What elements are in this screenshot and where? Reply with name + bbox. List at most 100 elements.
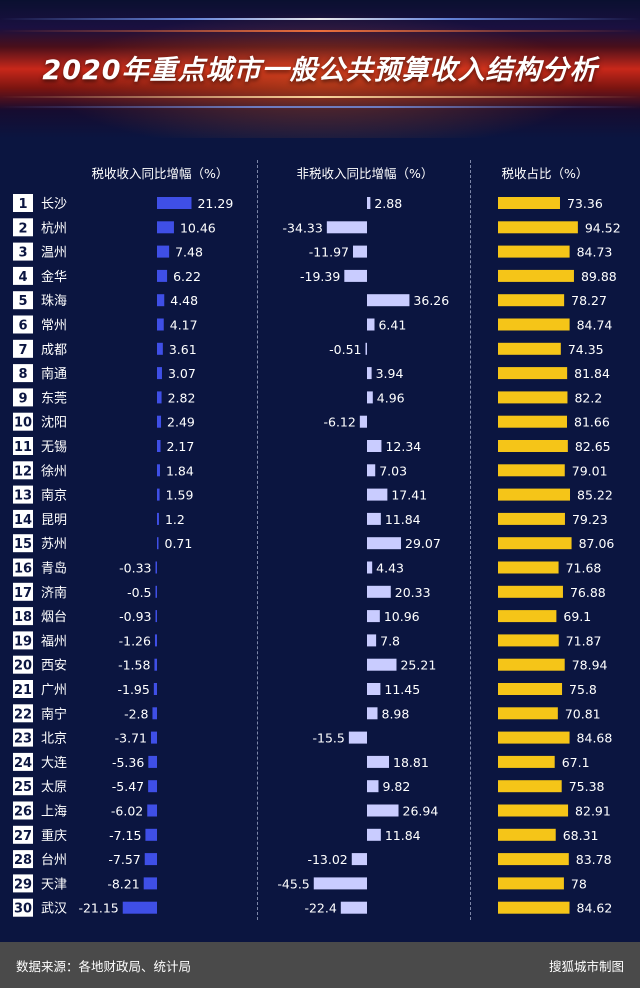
nontax-growth-bar [367, 367, 372, 380]
nontax-growth-bar [352, 245, 367, 258]
nontax-growth-bar [367, 634, 377, 647]
tax-share-bar [498, 585, 563, 598]
city-label: 珠海 [41, 294, 67, 309]
rank-badge [13, 898, 33, 917]
city-label: 金华 [41, 269, 67, 285]
tax-growth-label: 10.46 [180, 220, 216, 235]
nontax-growth-label: -0.51 [329, 342, 361, 357]
tax-share-label: 84.62 [577, 901, 613, 916]
tax-growth-bar [157, 269, 168, 282]
tax-share-bar [498, 318, 570, 331]
city-label: 南宁 [41, 706, 67, 722]
tax-growth-label: -6.02 [111, 804, 143, 819]
nontax-growth-label: -11.97 [309, 245, 349, 260]
nontax-growth-label: 17.41 [391, 488, 427, 503]
tax-share-bar [498, 634, 559, 647]
tax-share-label: 84.73 [577, 245, 613, 260]
city-label: 无锡 [41, 440, 67, 455]
city-label: 北京 [41, 732, 67, 747]
rank-number: 16 [14, 562, 32, 577]
tax-share-bar [498, 901, 570, 914]
tax-growth-bar [157, 221, 174, 234]
tax-share-bar [498, 610, 557, 623]
city-label: 太原 [41, 780, 67, 795]
rank-badge [13, 266, 33, 285]
tax-growth-label: 1.2 [165, 512, 185, 527]
tax-growth-bar [157, 488, 160, 501]
tax-growth-bar [157, 197, 192, 209]
tax-share-label: 78.94 [572, 658, 608, 673]
tax-share-bar [498, 512, 565, 525]
tax-growth-bar [150, 731, 157, 744]
tax-growth-bar [157, 415, 162, 428]
nontax-growth-bar [367, 610, 380, 623]
nontax-growth-label: -19.39 [300, 269, 340, 284]
rank-badge [13, 412, 33, 431]
tax-growth-label: -7.57 [108, 852, 140, 867]
rank-badge [13, 631, 33, 650]
nontax-growth-bar [367, 512, 381, 525]
rank-number: 23 [14, 732, 32, 747]
city-label: 南京 [41, 488, 67, 504]
tax-growth-bar [122, 901, 157, 914]
rank-badge [13, 461, 33, 480]
rank-number: 8 [18, 367, 27, 382]
nontax-growth-label: 4.43 [376, 561, 404, 576]
tax-share-label: 78.27 [571, 293, 607, 308]
tax-growth-bar [157, 537, 159, 550]
nontax-growth-bar [367, 537, 402, 550]
city-label: 昆明 [41, 513, 67, 528]
rank-number: 14 [14, 513, 32, 528]
nontax-growth-bar [367, 804, 399, 817]
tax-share-label: 79.01 [572, 463, 608, 478]
nontax-growth-bar [367, 561, 373, 574]
rank-badge [13, 315, 33, 334]
rank-badge [13, 582, 33, 601]
rank-number: 11 [14, 440, 32, 455]
tax-growth-label: 2.17 [167, 439, 195, 454]
tax-share-bar [498, 197, 560, 209]
rank-badge [13, 752, 33, 771]
rank-number: 4 [18, 270, 27, 285]
rank-badge [13, 485, 33, 504]
tax-growth-label: 3.61 [169, 342, 197, 357]
data-source: 数据来源：各地财政局、统计局 [16, 959, 192, 974]
tax-growth-header: 税收收入同比增幅（%） [91, 166, 229, 181]
tax-growth-bar [157, 440, 161, 452]
city-label: 广州 [41, 683, 67, 698]
rank-number: 3 [18, 246, 27, 261]
tax-share-bar [498, 658, 565, 671]
nontax-growth-bar [344, 269, 367, 282]
rank-number: 6 [18, 319, 27, 334]
nontax-growth-label: -22.4 [304, 901, 336, 916]
nontax-growth-bar [367, 585, 391, 598]
city-label: 杭州 [41, 221, 67, 236]
tax-growth-bar [157, 294, 165, 307]
rank-badge [13, 194, 33, 212]
nontax-growth-label: 36.26 [413, 293, 449, 308]
nontax-growth-bar [367, 755, 390, 768]
nontax-growth-label: 6.41 [378, 318, 406, 333]
rank-badge [13, 777, 33, 796]
city-label: 青岛 [41, 561, 67, 577]
rank-number: 2 [18, 221, 27, 236]
nontax-growth-bar [313, 877, 367, 890]
rank-badge [13, 534, 33, 553]
rank-number: 18 [14, 610, 32, 625]
tax-growth-bar [145, 828, 157, 841]
tax-share-bar [498, 342, 561, 355]
rank-number: 29 [14, 877, 32, 892]
nontax-growth-bar [365, 342, 367, 355]
tax-share-bar [498, 561, 559, 574]
tax-growth-label: -0.33 [119, 561, 151, 576]
rank-number: 22 [14, 707, 32, 722]
tax-share-bar [498, 731, 570, 744]
tax-share-label: 83.78 [576, 852, 612, 867]
city-label: 上海 [41, 805, 67, 820]
tax-share-label: 85.22 [577, 488, 613, 503]
tax-share-label: 84.74 [577, 318, 613, 333]
tax-growth-label: 1.59 [166, 488, 194, 503]
nontax-growth-label: -45.5 [277, 876, 309, 891]
nontax-growth-bar [351, 853, 367, 866]
tax-growth-bar [157, 464, 160, 477]
